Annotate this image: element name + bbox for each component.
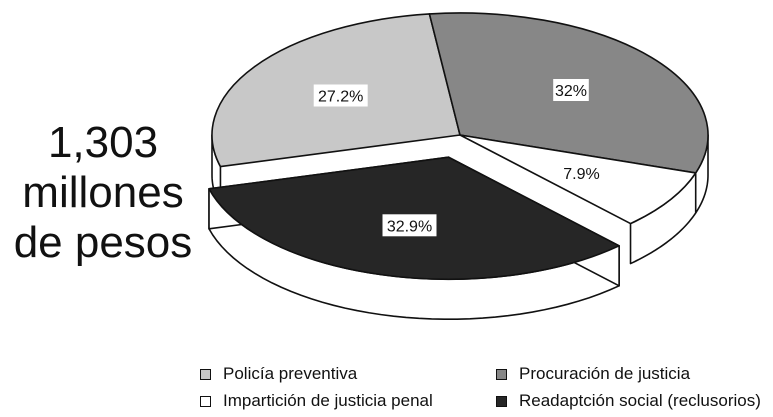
pie-value-label-text-policia-preventiva: 27.2% [318, 89, 363, 106]
legend-item-policia-preventiva: Policía preventiva [200, 361, 357, 387]
pie-value-label-policia-preventiva: 27.2% [313, 84, 368, 107]
legend-label-policia-preventiva: Policía preventiva [223, 364, 358, 383]
pie-value-label-box-readaptacion-social [382, 214, 437, 237]
total-unit-line-1: millones [22, 168, 184, 217]
legend-item-procuracion-de-justicia: Procuración de justicia [496, 361, 690, 387]
pie-value-label-imparticion-de-justicia-penal: 7.9% [559, 161, 604, 184]
pie-value-label-readaptacion-social: 32.9% [382, 214, 437, 237]
legend-swatch-readaptacion-social [496, 395, 507, 407]
pie-value-label-text-procuracion-de-justicia: 32% [555, 83, 587, 100]
pie-value-label-box-procuracion-de-justicia [553, 79, 589, 101]
legend-item-imparticion-de-justicia-penal: Impartición de justicia penal [200, 388, 433, 414]
legend: Policía preventiva Procuración de justic… [200, 360, 770, 416]
pie-value-label-text-imparticion-de-justicia-penal: 7.9% [563, 166, 599, 183]
legend-label-imparticion-de-justicia-penal: Impartición de justicia penal [223, 391, 433, 410]
pie-value-label-procuracion-de-justicia: 32% [553, 79, 589, 101]
legend-swatch-policia-preventiva [200, 368, 211, 380]
legend-swatch-imparticion-de-justicia-penal [200, 395, 211, 407]
pie-value-label-text-readaptacion-social: 32.9% [387, 218, 432, 235]
pie-value-label-box-policia-preventiva [313, 84, 368, 107]
legend-label-procuracion-de-justicia: Procuración de justicia [519, 364, 691, 383]
legend-swatch-procuracion-de-justicia [496, 368, 507, 380]
total-unit-line-2: de pesos [13, 218, 193, 267]
pie-value-label-box-imparticion-de-justicia-penal [559, 161, 604, 184]
total-amount: 1,303 [47, 118, 159, 167]
legend-label-readaptacion-social: Readaptción social (reclusorios) [519, 391, 761, 410]
legend-item-readaptacion-social: Readaptción social (reclusorios) [496, 388, 761, 414]
total-budget-label: 1,303 millones de pesos [8, 118, 198, 268]
